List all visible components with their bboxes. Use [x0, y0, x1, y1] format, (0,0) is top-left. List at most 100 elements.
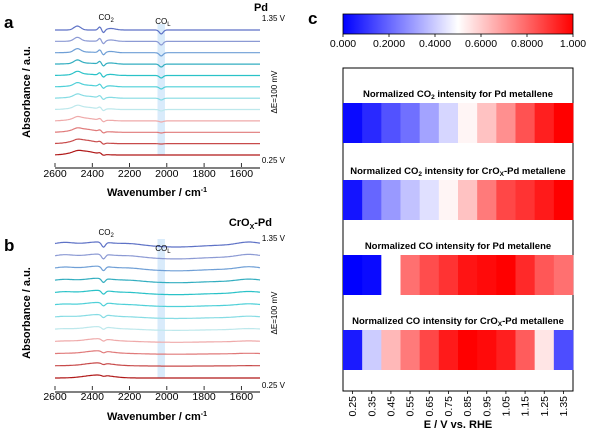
colorbar-tick-label: 0.2000 — [373, 38, 405, 50]
panel-b-bottom-potential: 0.25 V — [262, 381, 286, 390]
heatmap-row-title-part: Normalized CO — [363, 89, 431, 100]
heatmap-cell — [438, 103, 459, 143]
b-spectrum-0.65V — [54, 325, 261, 331]
heatmap-cell — [381, 330, 401, 370]
heatmap-rows: Normalized CO2 intensity for Pd metallen… — [343, 89, 574, 370]
heatmap-cell — [458, 180, 478, 220]
panel-a: a Pd 1.35 V 0.25 V ΔE=100 mV CO2 COL 260… — [4, 2, 286, 199]
heatmap-cell — [400, 330, 421, 370]
panel-b-series-group — [54, 241, 261, 379]
panel-a-top-potential: 1.35 V — [262, 14, 286, 23]
panel-c: c 0.000 0.2000 0.4000 0.6000 0.8000 1.000 Nor… — [308, 9, 586, 431]
heatmap-cell — [553, 103, 574, 143]
heatmap-row-title: Normalized CO intensity for Pd metallene — [365, 241, 551, 252]
heatmap-x-tick-label: 0.55 — [405, 396, 417, 417]
heatmap-cell — [343, 180, 363, 220]
panel-a-co2-base: CO — [99, 13, 111, 22]
heatmap-cell — [496, 180, 516, 220]
panel-b-title: CrOX-Pd — [229, 217, 272, 231]
a-spectrum-0.75V — [55, 93, 260, 101]
heatmap-row-title-part: -Pd metallene — [502, 316, 564, 327]
heatmap-row-title-sub: 2 — [418, 171, 422, 178]
heatmap-cell — [553, 255, 574, 295]
b-x-tick-label: 1800 — [192, 391, 216, 403]
heatmap-cell — [400, 103, 421, 143]
heatmap-cell — [477, 103, 497, 143]
panel-a-series-group — [54, 25, 260, 156]
panel-b-step-label: ΔE=100 mV — [270, 291, 279, 335]
heatmap-cell — [515, 330, 536, 370]
panel-a-xlabel-sup: -1 — [201, 187, 207, 194]
heatmap-cell — [496, 330, 516, 370]
heatmap-cell — [458, 330, 478, 370]
heatmap-row-title-part: Normalized CO — [350, 166, 418, 177]
b-x-tick-label: 2000 — [155, 391, 179, 403]
panel-b-letter: b — [4, 236, 14, 255]
panel-a-ylabel: Absorbance / a.u. — [21, 46, 33, 138]
panel-b-col-highlight-band — [157, 239, 165, 378]
panel-a-x-ticks: 2600 2400 2200 2000 1800 1600 — [43, 163, 253, 180]
heatmap-x-tick-label: 0.45 — [385, 396, 397, 417]
colorbar-tick-label: 1.000 — [560, 38, 586, 50]
heatmap-row-title-part: -Pd metallene — [504, 166, 566, 177]
heatmap-x-tick-label: 1.05 — [500, 396, 512, 417]
a-spectrum-0.35V — [54, 138, 260, 145]
panel-b-xlabel-sup: -1 — [201, 411, 207, 418]
heatmap-cell — [477, 330, 497, 370]
heatmap-cell — [343, 255, 363, 295]
a-spectrum-0.65V — [55, 104, 260, 112]
heatmap-cell — [515, 255, 536, 295]
heatmap-cell — [534, 103, 555, 143]
b-spectrum-0.55V — [55, 338, 260, 343]
heatmap-cell — [534, 180, 555, 220]
b-spectrum-0.45V — [55, 350, 260, 355]
panel-b-title-sub: X — [250, 224, 255, 231]
heatmap-cell — [553, 180, 574, 220]
heatmap-cell — [381, 180, 401, 220]
heatmap-row-title: Normalized CO2 intensity for Pd metallen… — [363, 89, 553, 101]
b-x-tick-label: 2200 — [118, 391, 142, 403]
heatmap-x-ticks: 0.25 0.35 0.45 0.55 0.65 0.75 0.85 0.95 1.05 1.15… — [347, 391, 570, 416]
heatmap-cell — [477, 255, 497, 295]
panel-b-co2-base: CO — [99, 228, 111, 237]
panel-b-co2-label: CO2 — [99, 228, 115, 239]
a-spectrum-1.05V — [55, 59, 260, 68]
b-spectrum-0.85V — [54, 301, 261, 308]
b-x-tick-label: 2600 — [43, 391, 67, 403]
colorbar-tick-label: 0.000 — [330, 38, 356, 50]
panel-b-title-base: CrO — [229, 217, 250, 229]
heatmap-cell — [362, 180, 382, 220]
colorbar-ticks: 0.000 0.2000 0.4000 0.6000 0.8000 1.000 — [330, 34, 586, 50]
heatmap-x-tick-label: 0.85 — [462, 396, 474, 417]
panel-a-title: Pd — [254, 2, 268, 14]
panel-b-xlabel: Wavenumber / cm-1 — [107, 411, 207, 423]
heatmap-row-title: Normalized CO intensity for CrOX-Pd meta… — [352, 316, 564, 328]
b-spectrum-0.95V — [54, 289, 261, 296]
panel-b-ylabel: Absorbance / a.u. — [21, 267, 33, 359]
b-x-tick-label: 2400 — [81, 391, 105, 403]
heatmap-cell — [400, 180, 421, 220]
panel-a-col-sub: L — [167, 22, 171, 28]
b-spectrum-0.75V — [55, 313, 260, 320]
colorbar-tick-label: 0.6000 — [465, 38, 497, 50]
heatmap-row-title-part: intensity for Pd metallene — [435, 89, 553, 100]
panel-b-top-potential: 1.35 V — [262, 234, 286, 243]
heatmap-cell — [381, 255, 401, 295]
panel-b-x-ticks: 2600 2400 2200 2000 1800 1600 — [43, 386, 253, 403]
panel-b-col-sub: L — [167, 249, 171, 255]
heatmap-row-title-part: Normalized CO intensity for CrO — [352, 316, 498, 327]
heatmap-cell — [534, 255, 555, 295]
heatmap-x-tick-label: 0.75 — [443, 396, 455, 417]
heatmap-row-title: Normalized CO2 intensity for CrOX-Pd met… — [350, 166, 565, 178]
b-spectrum-1.15V — [54, 265, 261, 272]
panel-b-title-rest: -Pd — [254, 217, 272, 229]
panel-c-letter: c — [308, 9, 317, 28]
heatmap-cell — [381, 103, 401, 143]
heatmap-cell — [419, 255, 440, 295]
panel-a-co2-label: CO2 — [99, 13, 115, 24]
heatmap-x-tick-label: 0.25 — [347, 396, 359, 417]
a-x-tick-label: 1600 — [230, 168, 254, 180]
a-spectrum-1.35V — [55, 25, 260, 35]
heatmap-cell — [343, 103, 363, 143]
